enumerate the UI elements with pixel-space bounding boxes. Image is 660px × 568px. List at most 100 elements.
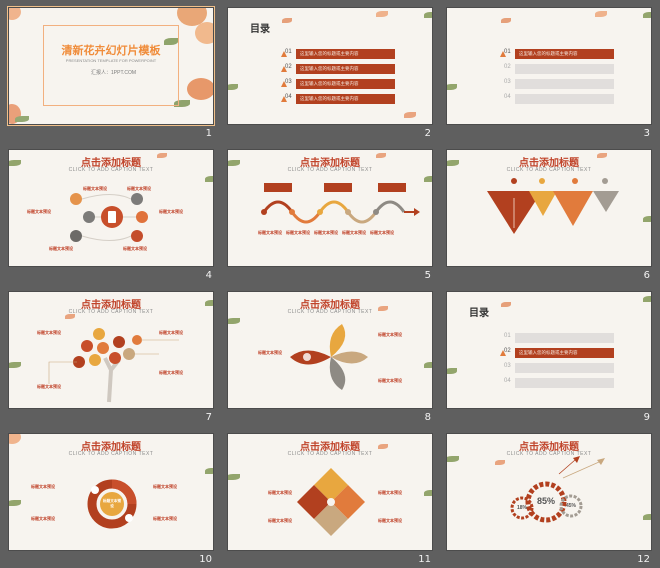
- toc-item-3[interactable]: 03: [504, 363, 614, 373]
- label-heading: 标题文本预设: [378, 518, 402, 523]
- slide-number: 10: [199, 554, 212, 565]
- toc-item-1[interactable]: 01 这里输入您的标题或主要内容: [281, 49, 395, 59]
- label-heading: 标题文本预设: [159, 370, 183, 375]
- slide-canvas[interactable]: 点击添加标题 CLICK TO ADD CAPTION TEXT 标题文本预设: [227, 149, 433, 267]
- leaf-decoration: [424, 176, 432, 182]
- leaf-decoration: [9, 160, 21, 166]
- label-heading: 标题文本预设: [127, 186, 151, 191]
- slide-canvas[interactable]: 点击添加标题 CLICK TO ADD CAPTION TEXT 标题文本预设 …: [8, 291, 214, 409]
- leaf-decoration: [643, 12, 651, 18]
- slide-title: 点击添加标题: [81, 300, 141, 311]
- flower-decoration: [177, 8, 207, 26]
- toc-item-3[interactable]: 03: [504, 79, 614, 89]
- slide-subtitle: CLICK TO ADD CAPTION TEXT: [287, 167, 373, 173]
- toc-item-1[interactable]: 01 这里输入您的标题或主要内容: [500, 49, 614, 59]
- toc-label: [515, 378, 614, 388]
- slide-canvas[interactable]: 点击添加标题 CLICK TO ADD CAPTION TEXT: [446, 149, 652, 267]
- label-heading: 标题文本预设: [31, 484, 55, 489]
- leaf-decoration: [424, 12, 432, 18]
- toc-index: 01: [504, 333, 511, 339]
- slide-thumb-10[interactable]: 点击添加标题 CLICK TO ADD CAPTION TEXT 标题文本预设 …: [8, 433, 214, 568]
- gear-gauges-diagram: [510, 456, 605, 523]
- slide-thumb-4[interactable]: 点击添加标题 CLICK TO ADD CAPTION TEXT 标题文本预设 …: [8, 149, 214, 289]
- toc-item-4[interactable]: 04: [504, 378, 614, 388]
- slide-thumb-8[interactable]: 点击添加标题 CLICK TO ADD CAPTION TEXT 标题文本预设 …: [227, 291, 433, 431]
- step-heading: 标题文本预设: [258, 230, 282, 235]
- leaf-decoration: [643, 296, 651, 302]
- twitter-tree-diagram: [48, 328, 179, 403]
- leaf-decoration: [174, 100, 190, 107]
- cycle-ring-diagram: [87, 479, 137, 529]
- petal-diagram: [290, 324, 368, 390]
- label-heading: 标题文本预设: [31, 516, 55, 521]
- slide-thumb-5[interactable]: 点击添加标题 CLICK TO ADD CAPTION TEXT 标题文本预设: [227, 149, 433, 289]
- leaf-decoration: [228, 84, 238, 90]
- label-heading: 标题文本预设: [268, 518, 292, 523]
- label-heading: 标题文本预设: [378, 378, 402, 383]
- triangle-diagram: [487, 178, 619, 234]
- slide-thumb-2[interactable]: 目录 01 这里输入您的标题或主要内容 02 这里输入您的标题或主要内容 03 …: [227, 7, 433, 147]
- pencil-icon: [281, 51, 287, 57]
- leaf-decoration: [205, 300, 213, 306]
- petal-decoration: [65, 314, 75, 319]
- slide-thumb-6[interactable]: 点击添加标题 CLICK TO ADD CAPTION TEXT 6: [446, 149, 652, 289]
- slide-canvas[interactable]: 点击添加标题 CLICK TO ADD CAPTION TEXT 85% 18%…: [446, 433, 652, 551]
- slide-number: 2: [424, 128, 431, 139]
- toc-item-4[interactable]: 04: [504, 94, 614, 104]
- slide-thumb-9[interactable]: 目录 01 02 这里输入您的标题或主要内容 03 04 9: [446, 291, 652, 431]
- label-heading: 标题文本预设: [153, 484, 177, 489]
- toc-index: 02: [285, 64, 292, 70]
- slide-thumb-3[interactable]: 01 这里输入您的标题或主要内容 02 03 04 3: [446, 7, 652, 147]
- slide-thumb-11[interactable]: 点击添加标题 CLICK TO ADD CAPTION TEXT 标题文本预设 …: [227, 433, 433, 568]
- toc-label: [515, 363, 614, 373]
- slide-canvas[interactable]: 点击添加标题 CLICK TO ADD CAPTION TEXT 标题文本预设 …: [8, 149, 214, 267]
- label-heading: 标题文本预设: [159, 330, 183, 335]
- ring-center-text: 标题文本预设: [103, 499, 121, 508]
- slide-title: 点击添加标题: [300, 300, 360, 311]
- slide-thumb-7[interactable]: 点击添加标题 CLICK TO ADD CAPTION TEXT 标题文本预设 …: [8, 291, 214, 431]
- slide-canvas[interactable]: 点击添加标题 CLICK TO ADD CAPTION TEXT 标题文本预设 …: [227, 433, 433, 551]
- slide-canvas[interactable]: 清新花卉幻灯片模板 PRESENTATION TEMPLATE FOR POWE…: [7, 6, 215, 126]
- petal-decoration: [376, 11, 388, 17]
- toc-item-4[interactable]: 04 这里输入您的标题或主要内容: [281, 94, 395, 104]
- petal-decoration: [597, 153, 607, 158]
- toc-label: 这里输入您的标题或主要内容: [515, 348, 614, 358]
- flower-decoration: [195, 22, 213, 44]
- petal-decoration: [404, 112, 416, 118]
- toc-label: [515, 79, 614, 89]
- leaf-decoration: [424, 490, 432, 496]
- slide-canvas[interactable]: 点击添加标题 CLICK TO ADD CAPTION TEXT 标题文本预设 …: [8, 433, 214, 551]
- puzzle-diamond-diagram: [297, 468, 365, 536]
- petal-decoration: [378, 444, 388, 449]
- petal-decoration: [595, 11, 607, 17]
- toc-item-1[interactable]: 01: [504, 333, 614, 343]
- toc-label: [515, 64, 614, 74]
- label-heading: 标题文本预设: [378, 332, 402, 337]
- slide-number: 12: [637, 554, 650, 565]
- slide-canvas[interactable]: 目录 01 这里输入您的标题或主要内容 02 这里输入您的标题或主要内容 03 …: [227, 7, 433, 125]
- toc-item-2[interactable]: 02: [504, 64, 614, 74]
- slide-thumb-12[interactable]: 点击添加标题 CLICK TO ADD CAPTION TEXT 85% 18%…: [446, 433, 652, 568]
- toc-index: 01: [285, 49, 292, 55]
- slide-canvas[interactable]: 目录 01 02 这里输入您的标题或主要内容 03 04: [446, 291, 652, 409]
- petal-decoration: [376, 153, 386, 158]
- toc-item-3[interactable]: 03 这里输入您的标题或主要内容: [281, 79, 395, 89]
- toc-index: 03: [504, 79, 511, 85]
- toc-item-2[interactable]: 02 这里输入您的标题或主要内容: [500, 348, 614, 358]
- toc-item-2[interactable]: 02 这里输入您的标题或主要内容: [281, 64, 395, 74]
- petal-decoration: [378, 306, 388, 311]
- slide-canvas[interactable]: 点击添加标题 CLICK TO ADD CAPTION TEXT 标题文本预设 …: [227, 291, 433, 409]
- leaf-decoration: [447, 456, 459, 462]
- slide-subtitle: CLICK TO ADD CAPTION TEXT: [506, 451, 592, 457]
- slide-canvas[interactable]: 01 这里输入您的标题或主要内容 02 03 04: [446, 7, 652, 125]
- leaf-decoration: [9, 500, 21, 506]
- slide-thumb-1[interactable]: 清新花卉幻灯片模板 PRESENTATION TEMPLATE FOR POWE…: [7, 6, 215, 147]
- gauge-value-main: 85%: [536, 496, 555, 506]
- toc-label: 这里输入您的标题或主要内容: [296, 94, 395, 104]
- toc-title: 目录: [469, 308, 489, 319]
- toc-index: 01: [504, 49, 511, 55]
- reporter-text: 汇报人：1PPT.COM: [91, 70, 137, 76]
- step-heading: 标题文本预设: [370, 230, 394, 235]
- subtitle-text: PRESENTATION TEMPLATE FOR POWERPOINT: [65, 58, 157, 63]
- slide-subtitle: CLICK TO ADD CAPTION TEXT: [68, 309, 154, 315]
